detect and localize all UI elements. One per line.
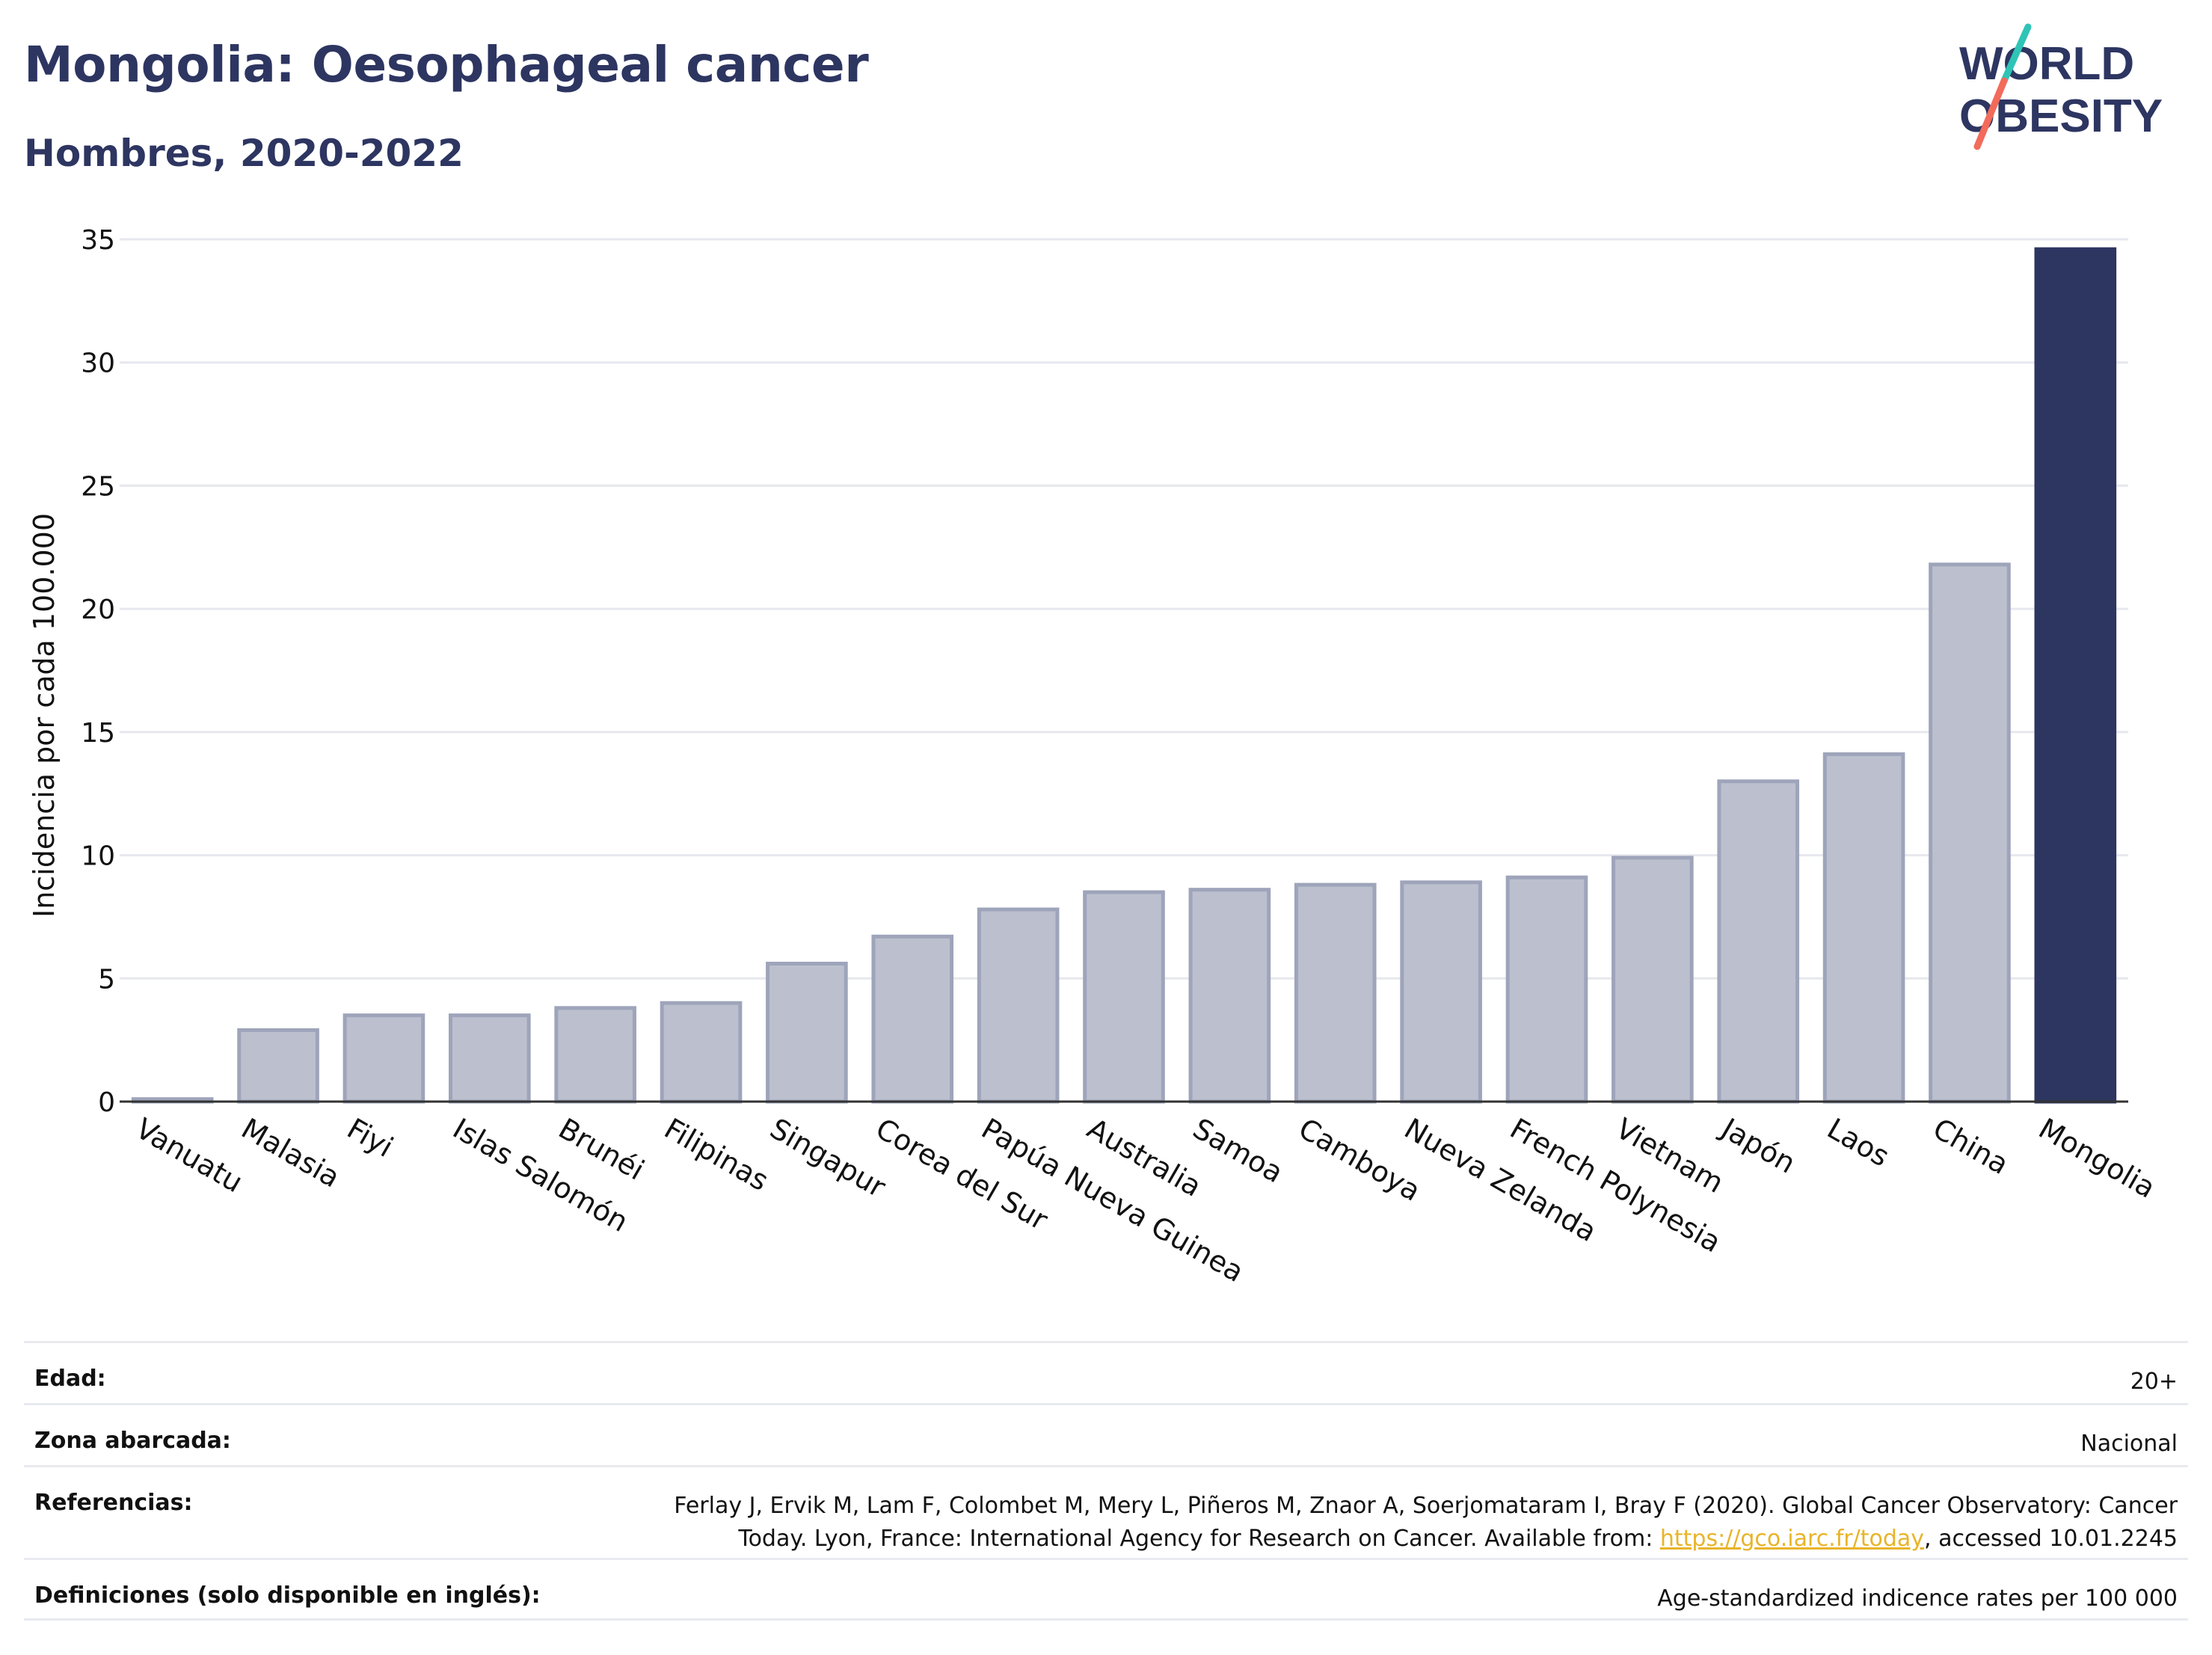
x-tick-label: Filipinas [659,1112,774,1197]
x-tick-label: Mongolia [2033,1112,2161,1205]
x-tick-label: China [1927,1112,2014,1181]
x-tick-label: Vanuatu [130,1112,248,1199]
area-label: Zona abarcada: [34,1428,231,1454]
bars [131,247,2117,1104]
definitions-value: Age-standardized indicence rates per 100… [1657,1585,2178,1612]
bar-china[interactable] [1929,562,2011,1104]
age-label: Edad: [34,1366,106,1392]
bar-camboya[interactable] [1294,882,1377,1104]
x-tick-label: Laos [1822,1112,1895,1173]
bar-fiyi[interactable] [342,1013,425,1104]
bar-brun-i[interactable] [554,1006,636,1104]
bar-mongolia[interactable] [2034,247,2117,1104]
page-title: Mongolia: Oesophageal cancer [24,36,869,93]
bar-nueva-zelanda[interactable] [1400,880,1482,1104]
meta-row-references: Referencias: Ferlay J, Ervik M, Lam F, C… [24,1465,2188,1558]
y-tick-label: 0 [98,1087,115,1118]
age-value: 20+ [2130,1369,2178,1395]
meta-row-age: Edad: 20+ [24,1341,2188,1403]
bar-australia[interactable] [1083,890,1165,1104]
logo-slash-teal [2000,23,2032,85]
logo-line-world: WORLD [1959,38,2134,90]
bar-vietnam[interactable] [1612,856,1694,1104]
references-label: Referencias: [34,1490,193,1516]
bar-jap-n[interactable] [1717,779,1800,1104]
logo-slash-coral [1973,77,2008,150]
bar-corea-del-sur[interactable] [871,934,954,1104]
area-value: Nacional [2080,1431,2178,1457]
y-tick-label: 30 [81,348,115,379]
x-tick-label: Singapur [764,1112,891,1204]
bar-french-polynesia[interactable] [1505,875,1588,1104]
definitions-label: Definiciones (solo disponible en inglés)… [34,1582,541,1609]
x-tick-label: Islas Salomón [447,1112,633,1238]
y-axis-label: Incidencia por cada 100.000 [28,513,61,918]
y-tick-label: 10 [81,841,115,872]
bar-singapur[interactable] [766,962,848,1104]
references-line-2-start: Today. Lyon, France: International Agenc… [738,1526,1660,1552]
y-tick-label: 20 [81,595,115,625]
y-tick-label: 15 [81,718,115,749]
y-tick-label: 35 [81,225,115,256]
bar-filipinas[interactable] [660,1001,743,1104]
x-tick-label: Nueva Zelanda [1399,1112,1603,1248]
x-tick-label: Malasia [236,1112,345,1194]
meta-row-area: Zona abarcada: Nacional [24,1403,2188,1465]
references-value: Ferlay J, Ervik M, Lam F, Colombet M, Me… [674,1490,2178,1556]
page-subtitle: Hombres, 2020-2022 [24,132,464,175]
references-line-1: Ferlay J, Ervik M, Lam F, Colombet M, Me… [674,1493,2178,1519]
metadata-table: Edad: 20+ Zona abarcada: Nacional Refere… [24,1341,2188,1621]
meta-row-definitions: Definiciones (solo disponible en inglés)… [24,1558,2188,1621]
bar-pap-a-nueva-guinea[interactable] [977,907,1060,1104]
references-line-2-end: , accessed 10.01.2245 [1924,1526,2178,1552]
y-tick-label: 25 [81,471,115,502]
bar-laos[interactable] [1822,752,1905,1104]
references-link[interactable]: https://gco.iarc.fr/today [1659,1526,1925,1552]
bar-islas-salom-n[interactable] [448,1013,531,1104]
bar-samoa[interactable] [1188,888,1271,1104]
bar-malasia[interactable] [237,1028,319,1104]
x-tick-label: Fiyi [342,1112,399,1164]
world-obesity-logo: WORLD OBESITY [1959,23,2163,150]
y-tick-label: 5 [98,964,115,995]
